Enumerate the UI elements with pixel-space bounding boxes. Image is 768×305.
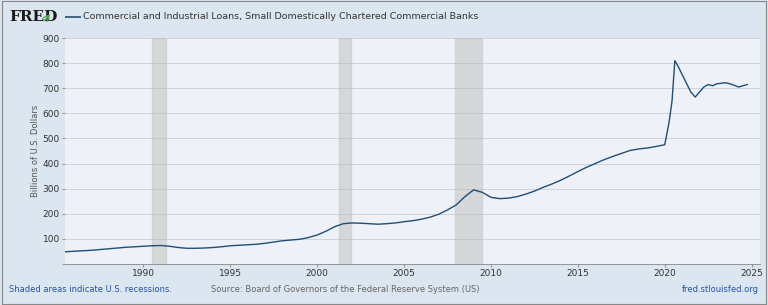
Text: fred.stlouisfed.org: fred.stlouisfed.org bbox=[682, 285, 759, 294]
Text: Shaded areas indicate U.S. recessions.: Shaded areas indicate U.S. recessions. bbox=[9, 285, 172, 294]
Text: FRED: FRED bbox=[9, 10, 58, 24]
Bar bbox=[455, 38, 482, 264]
Bar bbox=[152, 38, 166, 264]
Text: Commercial and Industrial Loans, Small Domestically Chartered Commercial Banks: Commercial and Industrial Loans, Small D… bbox=[83, 12, 478, 21]
Text: Source: Board of Governors of the Federal Reserve System (US): Source: Board of Governors of the Federa… bbox=[211, 285, 480, 294]
Bar bbox=[339, 38, 351, 264]
Y-axis label: Billions of U.S. Dollars: Billions of U.S. Dollars bbox=[31, 105, 40, 197]
